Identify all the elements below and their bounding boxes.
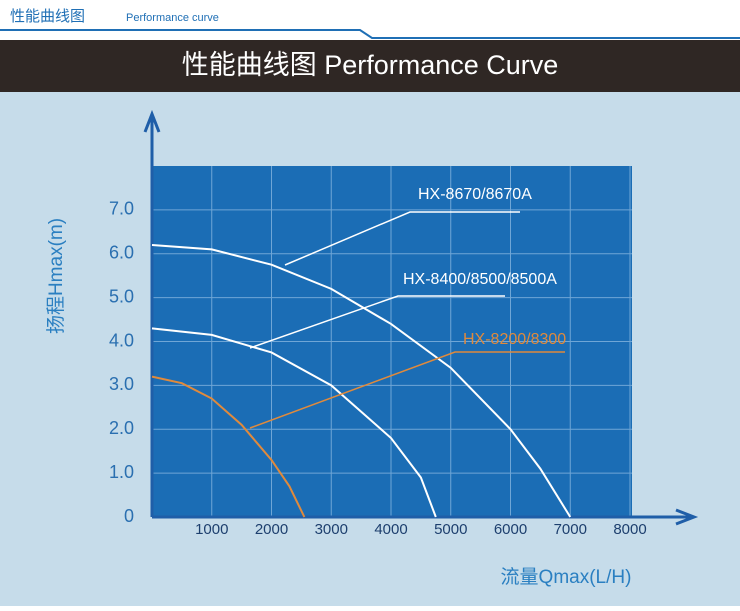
chart-title: 性能曲线图 Performance Curve <box>182 50 559 80</box>
y-tick-label: 5.0 <box>109 286 134 306</box>
x-tick-label: 3000 <box>315 521 348 538</box>
y-tick-label: 0 <box>124 506 134 526</box>
series-line <box>151 327 437 518</box>
x-axis <box>152 508 699 526</box>
legend-label: HX-8200/8300 <box>463 331 566 348</box>
x-tick-label: 1000 <box>195 521 228 538</box>
x-tick-label: 7000 <box>554 521 587 538</box>
x-tick-label: 5000 <box>434 521 467 538</box>
x-tick-label: 6000 <box>494 521 527 538</box>
x-tick-label: 8000 <box>613 521 646 538</box>
tab-rule <box>0 29 740 39</box>
y-axis <box>143 109 161 517</box>
legend-label: HX-8670/8670A <box>418 186 532 203</box>
tab-title: 性能曲线图 <box>10 8 85 25</box>
series-line <box>151 243 572 518</box>
tab-subtitle: Performance curve <box>126 12 219 24</box>
x-tick-label: 2000 <box>255 521 288 538</box>
leader-line <box>249 295 505 349</box>
leader-line <box>249 351 565 429</box>
x-axis-label: 流量Qmax(L/H) <box>501 566 632 588</box>
y-tick-label: 6.0 <box>109 243 134 263</box>
y-tick-label: 7.0 <box>109 199 134 219</box>
series-line <box>151 375 306 518</box>
y-tick-label: 2.0 <box>109 418 134 438</box>
x-tick-label: 4000 <box>374 521 407 538</box>
y-tick-label: 3.0 <box>109 374 134 394</box>
leader-line <box>284 211 520 266</box>
title-bar <box>0 40 740 92</box>
y-tick-label: 1.0 <box>109 462 134 482</box>
y-tick-label: 4.0 <box>109 330 134 350</box>
legend-label: HX-8400/8500/8500A <box>403 271 557 288</box>
y-axis-label: 扬程Hmax(m) <box>45 218 67 334</box>
